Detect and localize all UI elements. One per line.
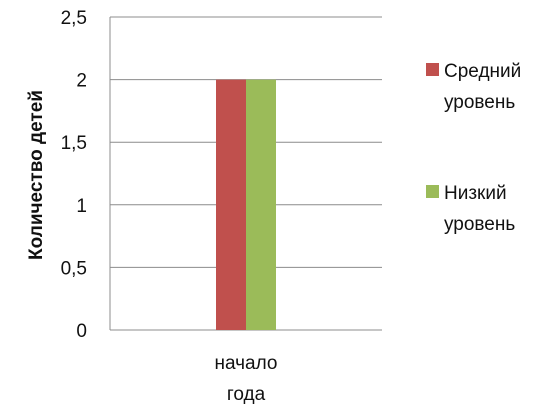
y-tick-label: 0 [76, 321, 87, 342]
category-label: года [227, 384, 266, 405]
legend-label: Средний [444, 61, 521, 82]
y-tick-label: 0,5 [61, 258, 87, 279]
category-labels: начало года [215, 353, 278, 405]
legend-label: уровень [444, 92, 515, 113]
y-tick-label: 2 [76, 71, 87, 92]
y-tick-label: 1 [76, 196, 87, 217]
legend-label: уровень [444, 214, 515, 235]
bar-series-2 [246, 79, 276, 330]
category-label: начало [215, 353, 278, 374]
y-tick-label: 2,5 [61, 8, 87, 29]
bars [216, 79, 276, 330]
legend-swatch [426, 185, 439, 198]
y-tick-label: 1,5 [61, 133, 87, 154]
legend-swatch [426, 63, 439, 76]
bar-series-1 [216, 79, 246, 330]
y-axis-label: Количество детей [26, 90, 47, 260]
legend-label: Низкий [444, 183, 507, 204]
y-tick-labels: 0 0,5 1 1,5 2 2,5 [61, 8, 87, 342]
legend: Средний уровень Низкий уровень [426, 61, 521, 235]
